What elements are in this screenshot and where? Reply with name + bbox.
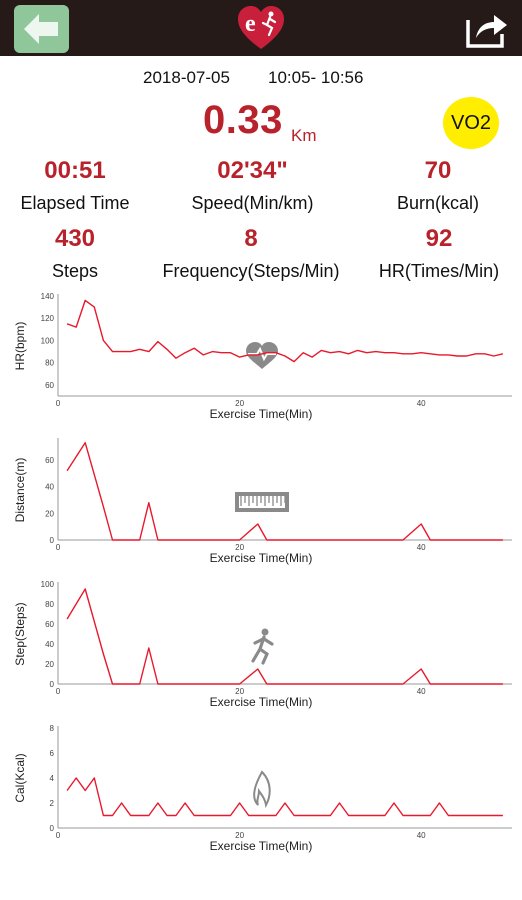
y-tick-label: 0 — [50, 680, 55, 689]
series-line — [66, 441, 503, 541]
y-tick-label: 140 — [41, 292, 55, 301]
logo-letter: e — [245, 11, 256, 37]
y-tick-label: 0 — [50, 536, 55, 545]
app-header: e — [0, 0, 522, 56]
y-axis-label: Step(Steps) — [13, 602, 27, 665]
stat-value: 92 — [425, 225, 453, 252]
x-tick-label: 40 — [417, 687, 426, 696]
x-axis-label: Exercise Time(Min) — [210, 551, 313, 565]
distance-chart: 0 20 40 60 0 20 40 Exercise Time(Min) Distance(m… — [0, 430, 522, 574]
x-axis-label: Exercise Time(Min) — [210, 839, 313, 853]
share-icon — [466, 15, 507, 48]
y-tick-label: 60 — [45, 456, 54, 465]
heart-rate-chart: 60 80 100 120 140 0 20 40 Exercise Time(Min) HR(b… — [0, 286, 522, 430]
stat-label: HR(Times/Min) — [378, 261, 500, 281]
stat-frequency: 8 Frequency(Steps/Min) — [142, 225, 360, 283]
x-tick-label: 40 — [417, 831, 426, 840]
y-tick-label: 60 — [45, 381, 54, 390]
x-axis-label: Exercise Time(Min) — [210, 695, 313, 709]
stat-label: Burn(kcal) — [396, 193, 480, 213]
y-tick-label: 80 — [45, 359, 54, 368]
back-button[interactable] — [14, 5, 69, 53]
vo2-button[interactable]: VO2 — [443, 97, 499, 149]
series-line — [66, 588, 503, 685]
stat-elapsed-time: 00:51 Elapsed Time — [0, 157, 150, 215]
stat-value: 00:51 — [44, 157, 106, 184]
stat-label: Elapsed Time — [20, 193, 130, 213]
y-tick-label: 6 — [50, 749, 55, 758]
runner-icon — [251, 628, 274, 665]
y-tick-label: 20 — [45, 660, 54, 669]
x-tick-label: 0 — [56, 399, 61, 408]
series-line — [66, 777, 503, 817]
distance-value: 0.33 — [203, 98, 283, 142]
y-tick-label: 100 — [41, 580, 55, 589]
x-tick-label: 0 — [56, 687, 61, 696]
stat-value: 02'34" — [217, 157, 288, 184]
stat-value: 430 — [54, 225, 96, 252]
y-tick-label: 100 — [41, 336, 55, 345]
y-tick-label: 120 — [41, 314, 55, 323]
y-tick-label: 0 — [50, 824, 55, 833]
stat-label: Speed(Min/km) — [191, 193, 314, 213]
session-date: 2018-07-05 — [143, 68, 230, 87]
stat-burn: 70 Burn(kcal) — [368, 157, 508, 215]
y-axis-label: Cal(Kcal) — [13, 753, 27, 802]
y-tick-label: 4 — [50, 774, 55, 783]
steps-chart: 0 20 40 60 80 100 0 20 40 Exercise Time(Min) Step(… — [0, 574, 522, 718]
stat-steps: 430 Steps — [0, 225, 150, 283]
x-tick-label: 40 — [417, 399, 426, 408]
y-axis-label: Distance(m) — [13, 458, 27, 523]
x-tick-label: 0 — [56, 831, 61, 840]
stat-label: Frequency(Steps/Min) — [162, 261, 340, 281]
calories-chart: 0 2 4 6 8 0 20 40 Exercise Time(Min) Cal(Kcal) — [0, 718, 522, 862]
x-axis-label: Exercise Time(Min) — [210, 407, 313, 421]
x-tick-label: 20 — [235, 399, 244, 408]
y-tick-label: 80 — [45, 600, 54, 609]
stat-speed: 02'34" Speed(Min/km) — [170, 157, 335, 215]
session-time-range: 10:05- 10:56 — [268, 68, 364, 87]
stat-value: 70 — [424, 157, 452, 184]
x-tick-label: 20 — [235, 543, 244, 552]
stat-value: 8 — [244, 225, 258, 252]
y-tick-label: 20 — [45, 509, 54, 518]
stat-label: Steps — [51, 261, 99, 281]
distance-unit: Km — [291, 126, 317, 145]
heart-runner-logo-icon: e — [236, 4, 286, 52]
x-tick-label: 20 — [235, 831, 244, 840]
x-tick-label: 20 — [235, 687, 244, 696]
ruler-icon — [235, 492, 289, 512]
back-arrow-icon — [24, 14, 58, 44]
flame-icon — [253, 770, 271, 809]
stat-heart-rate: 92 HR(Times/Min) — [364, 225, 514, 283]
y-tick-label: 8 — [50, 724, 55, 733]
y-axis-label: HR(bpm) — [13, 322, 27, 371]
x-tick-label: 40 — [417, 543, 426, 552]
y-tick-label: 2 — [50, 799, 55, 808]
y-tick-label: 40 — [45, 640, 54, 649]
share-button[interactable] — [462, 10, 510, 50]
y-tick-label: 60 — [45, 620, 54, 629]
y-tick-label: 40 — [45, 483, 54, 492]
series-line — [66, 299, 504, 363]
x-tick-label: 0 — [56, 543, 61, 552]
